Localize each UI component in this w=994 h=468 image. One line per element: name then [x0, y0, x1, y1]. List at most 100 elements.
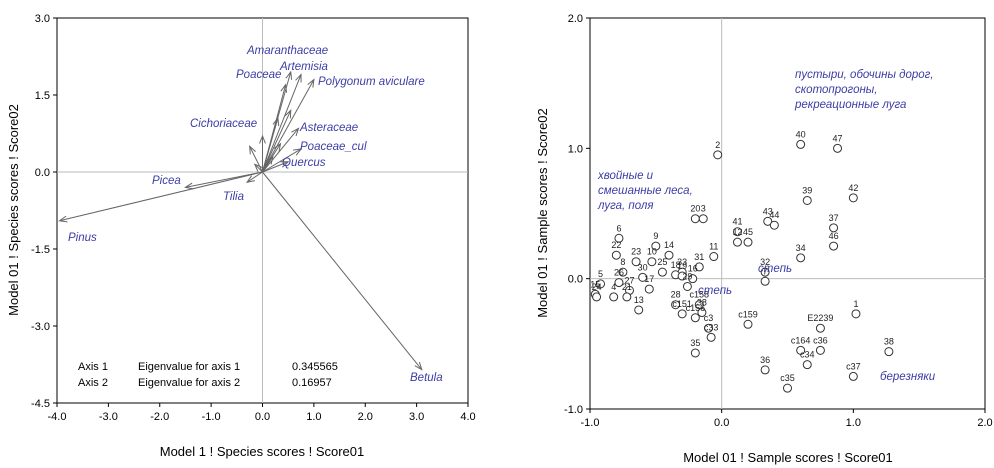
sample-label: 8 — [620, 257, 625, 267]
x-tick-label: 3.0 — [409, 411, 424, 423]
sample-marker — [713, 150, 723, 160]
sample-point-6: 6 — [614, 223, 624, 243]
sample-marker — [851, 309, 861, 319]
sample-point-10: 10 — [647, 247, 657, 267]
sample-label: 28 — [671, 290, 681, 300]
sample-marker — [704, 323, 713, 333]
label-asteraceae: Asteraceae — [299, 122, 358, 134]
sample-point-36: 36 — [760, 355, 770, 375]
sample-point-37: 37 — [829, 213, 839, 233]
group-steppe-label-1: степь — [758, 263, 792, 275]
sample-label: 42 — [848, 183, 858, 193]
sample-label: 17 — [644, 274, 654, 284]
y-tick-label: -1.0 — [564, 404, 583, 416]
x-tick-label: 0.0 — [255, 411, 270, 423]
x-tick-label: 4.0 — [460, 411, 475, 423]
arrow-poaceae-cul — [262, 148, 303, 173]
label-poaceae-cul: Poaceae_cul — [300, 141, 367, 153]
sample-label: 25 — [657, 257, 667, 267]
arrow-artemisia — [262, 73, 302, 173]
sample-label: 24 — [592, 282, 602, 292]
label-polygonum-aviculare: Polygonum aviculare — [318, 76, 425, 88]
x-tick-label: -1.0 — [581, 417, 600, 429]
sample-marker — [596, 279, 606, 289]
sample-marker — [677, 271, 687, 281]
sample-point-22: 22 — [611, 240, 621, 260]
sample-marker — [848, 371, 858, 381]
group-steppe-label-2: степь — [698, 285, 732, 297]
sample-point-19: 19 — [677, 261, 687, 281]
sample-point-26: 26 — [614, 268, 624, 288]
label-cichoriaceae: Cichoriaceae — [190, 118, 257, 130]
sample-marker — [706, 332, 716, 342]
sample-label: c159 — [738, 309, 758, 319]
x-tick-label: 0.0 — [714, 417, 729, 429]
sample-marker — [592, 292, 602, 302]
y-tick-label: 3.0 — [35, 13, 50, 25]
sample-marker — [760, 267, 770, 277]
sample-label: 34 — [796, 243, 806, 253]
sample-label: 44 — [769, 210, 779, 220]
sample-marker — [760, 365, 770, 375]
sample-label: c3 — [704, 313, 714, 323]
sample-label: 20 — [690, 204, 700, 214]
sample-label: 7 — [763, 266, 768, 276]
sample-marker — [802, 195, 812, 205]
species-labels: Amaranthaceae Artemisia Poaceae Polygonu… — [68, 45, 443, 384]
sample-point-31: 31 — [694, 252, 704, 272]
arrow-picea — [184, 171, 263, 190]
species-biplot-panel: -4.0 -3.0 -2.0 -1.0 0.0 1.0 2.0 3.0 4.0 3.0 1.5 0.… — [6, 13, 476, 459]
sample-point-16: 16 — [688, 264, 698, 284]
sample-label: c37 — [846, 361, 861, 371]
sample-point-e2239: E2239 — [807, 313, 833, 333]
sample-marker — [783, 383, 792, 393]
sample-marker — [664, 250, 674, 260]
arrow-polygonum-aviculare — [262, 78, 315, 173]
sample-label: 2 — [715, 140, 720, 150]
x-tick-label: -2.0 — [150, 411, 169, 423]
sample-point-5: 5 — [596, 269, 606, 289]
sample-label: 15 — [590, 279, 600, 289]
sample-marker — [815, 323, 825, 333]
sample-marker — [698, 214, 708, 224]
eigen-axis2-label: Eigenvalue for axis 2 — [138, 377, 240, 389]
sample-marker — [829, 223, 839, 233]
sample-label: 38 — [884, 337, 894, 347]
arrow-betula — [262, 171, 423, 371]
sample-point-44: 44 — [769, 210, 779, 230]
y-tick-label: 0.0 — [35, 167, 50, 179]
sample-point-46: 46 — [829, 231, 839, 251]
sample-marker — [677, 309, 687, 319]
sample-label: c35 — [780, 373, 795, 383]
sample-marker — [611, 250, 621, 260]
sample-marker — [760, 276, 770, 286]
sample-point-42: 42 — [848, 183, 858, 203]
species-arrows — [58, 70, 423, 371]
arrow-unlabeled — [262, 109, 292, 173]
sample-marker — [614, 278, 624, 288]
label-poaceae: Poaceae — [236, 69, 281, 81]
sample-point-11: 11 — [709, 242, 719, 262]
sample-label: 1 — [853, 299, 858, 309]
label-amaranthaceae: Amaranthaceae — [246, 45, 328, 57]
label-betula: Betula — [410, 372, 443, 384]
sample-marker — [622, 292, 632, 302]
sample-label: c34 — [800, 350, 815, 360]
sample-point-45: 45 — [743, 227, 753, 247]
arrow-quercus — [262, 161, 290, 173]
sample-point-1: 1 — [851, 299, 861, 319]
label-pinus: Pinus — [68, 232, 97, 244]
sample-point-21: 21 — [622, 282, 632, 302]
arrow-pinus — [58, 171, 263, 223]
species-x-ticks: -4.0 -3.0 -2.0 -1.0 0.0 1.0 2.0 3.0 4.0 — [48, 403, 476, 423]
sample-label: 33 — [677, 257, 687, 267]
sample-marker — [709, 252, 719, 262]
sample-marker — [796, 139, 806, 149]
species-y-axis-label: Model 01 ! Species scores ! Score02 — [6, 104, 21, 316]
sample-marker — [732, 237, 742, 247]
sample-marker — [647, 257, 657, 267]
eigen-axis2-name: Axis 2 — [78, 377, 108, 389]
